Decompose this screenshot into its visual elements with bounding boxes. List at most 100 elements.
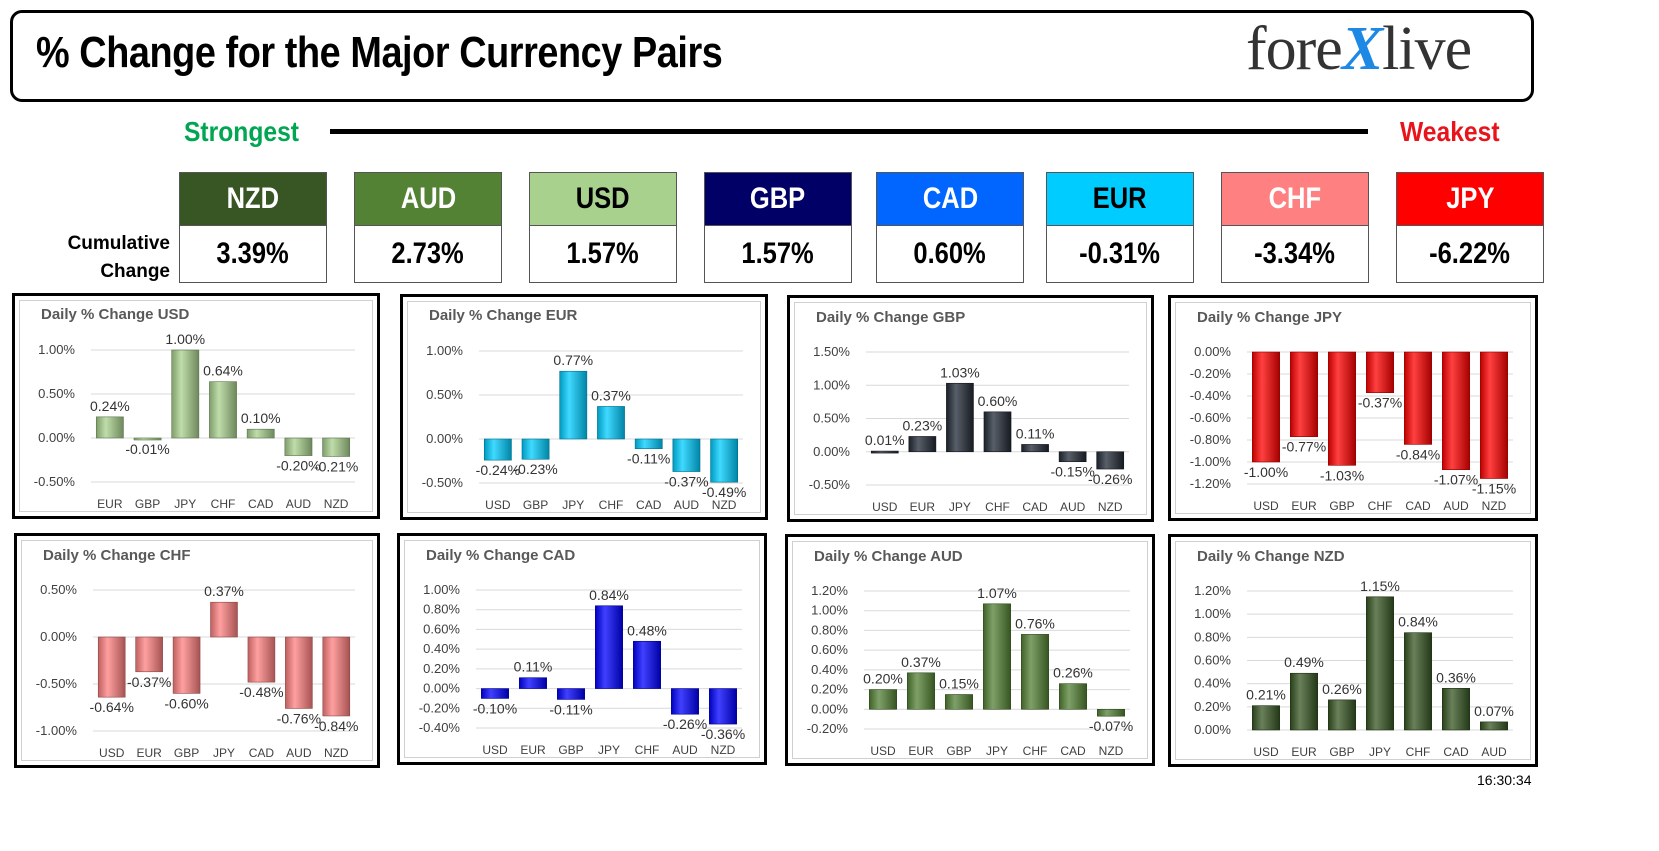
x-tick-label: EUR — [910, 500, 936, 514]
data-label: 0.36% — [1436, 669, 1476, 685]
chart-title: Daily % Change USD — [41, 306, 190, 323]
currency-name-header: EUR — [1046, 172, 1194, 226]
y-tick-label: 0.80% — [1194, 629, 1231, 644]
x-tick-label: JPY — [1369, 745, 1391, 759]
currency-name-header: CAD — [876, 172, 1024, 226]
data-label: 0.26% — [1053, 665, 1093, 681]
bar — [247, 636, 276, 683]
x-tick-label: EUR — [520, 743, 546, 757]
x-tick-label: USD — [872, 500, 898, 514]
y-tick-label: 0.40% — [1194, 676, 1231, 691]
y-tick-label: 0.80% — [811, 622, 848, 637]
chart-plot-frame — [794, 302, 1147, 515]
y-tick-label: 1.00% — [813, 377, 850, 392]
chart-plot-frame — [407, 301, 761, 513]
chart-plot-frame — [792, 541, 1148, 759]
x-tick-label: AUD — [1443, 499, 1469, 513]
currency-value: 0.60% — [913, 237, 987, 270]
bar — [1480, 351, 1508, 479]
currency-value: -6.22% — [1429, 237, 1511, 270]
currency-name: CHF — [1268, 182, 1322, 215]
y-tick-label: 1.00% — [423, 582, 460, 597]
y-tick-label: -0.40% — [1190, 388, 1232, 403]
y-tick-label: 0.60% — [811, 642, 848, 657]
currency-value-cell: 0.60% — [876, 226, 1024, 283]
x-tick-label: EUR — [1291, 499, 1317, 513]
x-tick-label: CAD — [1060, 744, 1086, 758]
currency-value-cell: 3.39% — [179, 226, 327, 283]
chart-panel-nzd: Daily % Change NZD 1.20% 1.00% 0.80% 0.60% 0… — [1168, 534, 1538, 767]
data-label: 0.11% — [1016, 425, 1055, 441]
y-tick-label: 0.00% — [813, 444, 850, 459]
data-label: -0.48% — [239, 684, 283, 700]
data-label: -1.07% — [1434, 472, 1478, 488]
x-tick-label: JPY — [213, 746, 235, 760]
y-tick-label: 0.00% — [38, 430, 75, 445]
data-label: 0.37% — [901, 654, 941, 670]
bar — [1021, 444, 1049, 453]
data-label: 0.84% — [1398, 614, 1438, 630]
bar — [483, 438, 512, 461]
bar — [633, 640, 661, 689]
data-label: 0.23% — [903, 417, 943, 433]
page-title: % Change for the Major Currency Pairs — [36, 28, 723, 77]
data-label: -0.76% — [277, 710, 321, 726]
currency-name: EUR — [1093, 182, 1147, 215]
bar — [1058, 451, 1087, 463]
chart-title: Daily % Change CAD — [426, 547, 576, 564]
y-tick-label: 0.20% — [1194, 699, 1231, 714]
x-tick-label: CAD — [1022, 500, 1048, 514]
data-label: 0.37% — [204, 583, 244, 599]
data-label: -0.11% — [627, 451, 670, 467]
bar — [907, 672, 935, 710]
x-tick-label: AUD — [1481, 745, 1507, 759]
y-tick-label: 0.00% — [1194, 344, 1231, 359]
data-label: 0.10% — [241, 410, 281, 426]
bar — [322, 636, 351, 717]
x-tick-label: NZD — [324, 497, 349, 511]
data-label: -0.07% — [1089, 718, 1133, 734]
data-label: 0.60% — [978, 393, 1018, 409]
bar — [172, 636, 201, 694]
x-tick-label: EUR — [908, 744, 934, 758]
bar — [97, 636, 126, 698]
y-tick-label: 1.00% — [1194, 606, 1231, 621]
y-tick-label: 0.00% — [40, 629, 77, 644]
currency-value: -0.31% — [1079, 237, 1161, 270]
x-tick-label: JPY — [174, 497, 196, 511]
bar — [1366, 596, 1394, 731]
x-tick-label: NZD — [1099, 744, 1124, 758]
cumulative-label-line2: Change — [100, 261, 170, 282]
x-tick-label: CHF — [211, 497, 236, 511]
bar — [210, 601, 238, 638]
y-tick-label: 0.50% — [426, 387, 463, 402]
chart-title: Daily % Change NZD — [1197, 548, 1345, 565]
bar — [135, 636, 163, 673]
currency-name-header: CHF — [1221, 172, 1369, 226]
x-tick-label: CHF — [985, 500, 1010, 514]
bar — [946, 382, 974, 453]
currency-value: 1.57% — [741, 237, 815, 270]
currency-name-header: USD — [529, 172, 677, 226]
y-tick-label: -0.50% — [422, 475, 464, 490]
bar-chart-nzd: 1.20% 1.00% 0.80% 0.60% 0.40% 0.20% 0.00% 0.21%… — [1194, 578, 1514, 759]
currency-card-cad: CAD 0.60% — [876, 172, 1024, 283]
x-tick-label: CHF — [1368, 499, 1393, 513]
data-label: -0.49% — [702, 484, 746, 500]
data-label: -0.84% — [314, 718, 358, 734]
data-label: 1.00% — [165, 331, 205, 347]
data-label: 1.15% — [1360, 578, 1400, 594]
x-tick-label: USD — [870, 744, 896, 758]
x-tick-label: JPY — [562, 498, 584, 512]
data-label: -1.00% — [1244, 464, 1288, 480]
x-tick-label: GBP — [135, 497, 160, 511]
cumulative-label-line1: Cumulative — [67, 233, 170, 254]
data-label: 0.20% — [863, 671, 903, 687]
y-tick-label: 0.60% — [423, 621, 460, 636]
x-tick-label: NZD — [1482, 499, 1507, 513]
data-label: -0.20% — [276, 458, 320, 474]
data-label: -0.01% — [125, 441, 169, 457]
bar — [983, 411, 1012, 453]
bar — [709, 688, 737, 725]
y-tick-label: 1.00% — [426, 343, 463, 358]
